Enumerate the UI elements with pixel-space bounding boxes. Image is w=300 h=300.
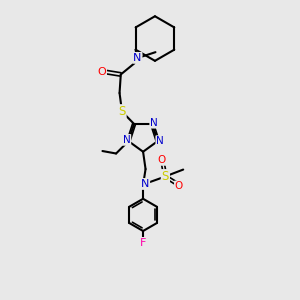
Text: O: O [158,155,166,165]
Text: N: N [133,53,142,63]
Text: O: O [97,67,106,77]
Text: O: O [175,182,183,191]
Text: N: N [141,179,149,189]
Text: N: N [123,135,130,145]
Text: S: S [162,170,169,183]
Text: S: S [118,105,126,118]
Text: N: N [150,118,158,128]
Text: F: F [140,238,146,248]
Text: N: N [156,136,164,146]
